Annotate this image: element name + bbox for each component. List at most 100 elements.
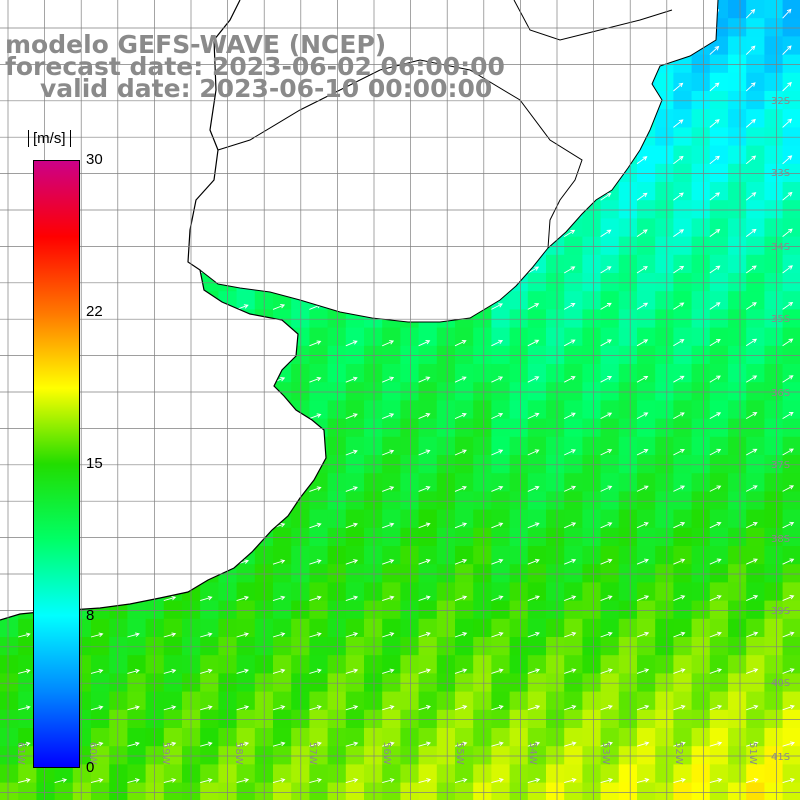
wind-speed-cell xyxy=(145,691,165,711)
wind-speed-cell xyxy=(728,691,747,711)
wind-speed-cell xyxy=(728,728,747,747)
wind-speed-cell xyxy=(345,473,365,492)
wind-speed-cell xyxy=(746,382,765,401)
wind-arrow xyxy=(527,303,540,310)
wind-speed-cell xyxy=(746,400,765,420)
wind-speed-cell xyxy=(618,709,638,729)
wind-speed-cell xyxy=(455,782,474,800)
wind-speed-cell xyxy=(582,782,602,800)
wind-speed-cell xyxy=(382,527,401,547)
wind-speed-cell xyxy=(236,655,256,674)
wind-speed-cell xyxy=(327,546,347,565)
wind-speed-cell xyxy=(455,455,474,474)
wind-speed-cell xyxy=(655,746,674,765)
wind-arrow xyxy=(382,413,395,420)
wind-speed-cell xyxy=(491,345,511,365)
wind-speed-cell xyxy=(728,218,747,238)
wind-speed-cell xyxy=(782,400,800,420)
wind-speed-cell xyxy=(382,673,401,693)
wind-speed-cell xyxy=(746,655,765,674)
wind-speed-cell xyxy=(364,327,383,347)
wind-arrow xyxy=(563,266,576,274)
wind-arrow xyxy=(200,778,213,784)
wind-speed-cell xyxy=(618,637,638,656)
wind-speed-cell xyxy=(746,18,765,37)
wind-speed-cell xyxy=(655,764,674,784)
wind-speed-cell xyxy=(236,637,256,656)
wind-speed-cell xyxy=(582,364,602,383)
wind-speed-cell xyxy=(564,364,583,383)
wind-speed-cell xyxy=(582,473,602,492)
wind-speed-cell xyxy=(509,291,529,310)
wind-speed-cell xyxy=(455,673,474,693)
wind-arrow xyxy=(600,704,613,711)
wind-speed-cell xyxy=(418,509,438,529)
wind-speed-cell xyxy=(345,527,365,547)
wind-speed-cell xyxy=(764,491,784,511)
wind-speed-cell xyxy=(618,273,638,292)
wind-speed-cell xyxy=(691,691,711,711)
wind-speed-cell xyxy=(54,782,74,800)
wind-speed-cell xyxy=(691,54,711,74)
wind-arrow xyxy=(345,522,358,529)
wind-speed-cell xyxy=(764,36,784,56)
wind-arrow xyxy=(382,449,395,456)
wind-speed-cell xyxy=(764,618,784,638)
wind-speed-cell xyxy=(345,364,365,383)
wind-speed-cell xyxy=(527,546,547,565)
wind-speed-cell xyxy=(582,291,602,310)
wind-speed-cell xyxy=(582,691,602,711)
wind-arrow xyxy=(782,228,793,237)
wind-speed-cell xyxy=(782,764,800,784)
wind-speed-cell xyxy=(127,728,147,747)
wind-speed-cell xyxy=(473,364,492,383)
wind-speed-cell xyxy=(637,273,656,292)
wind-speed-cell xyxy=(163,637,183,656)
wind-speed-cell xyxy=(709,218,729,238)
wind-speed-cell xyxy=(309,527,329,547)
wind-arrow xyxy=(454,485,467,492)
wind-arrow xyxy=(18,668,31,674)
wind-speed-cell xyxy=(709,127,729,147)
wind-speed-cell xyxy=(655,163,674,183)
wind-speed-cell xyxy=(655,691,674,711)
wind-speed-cell xyxy=(600,709,620,729)
wind-arrow xyxy=(564,778,577,784)
wind-speed-cell xyxy=(109,691,128,711)
wind-speed-cell xyxy=(637,473,656,492)
wind-speed-cell xyxy=(382,637,401,656)
wind-arrow xyxy=(673,412,685,419)
wind-speed-cell xyxy=(418,327,438,347)
wind-arrow xyxy=(600,302,612,310)
wind-speed-cell xyxy=(673,709,693,729)
wind-arrow xyxy=(454,449,467,456)
wind-speed-cell xyxy=(746,418,765,438)
wind-speed-cell xyxy=(236,764,256,784)
wind-speed-cell xyxy=(764,309,784,329)
wind-speed-cell xyxy=(673,345,693,365)
wind-arrow xyxy=(600,412,613,420)
wind-arrow xyxy=(564,631,577,638)
wind-arrow xyxy=(163,668,177,674)
wind-arrow xyxy=(90,778,104,784)
wind-speed-cell xyxy=(782,600,800,620)
wind-speed-cell xyxy=(527,764,547,784)
wind-speed-cell xyxy=(782,418,800,438)
wind-speed-cell xyxy=(691,527,711,547)
wind-speed-cell xyxy=(709,691,729,711)
wind-speed-cell xyxy=(455,364,474,383)
wind-speed-cell xyxy=(309,600,329,620)
wind-speed-cell xyxy=(546,527,565,547)
wind-arrow xyxy=(745,192,757,201)
wind-speed-cell xyxy=(509,382,529,401)
wind-speed-cell xyxy=(673,600,693,620)
wind-speed-cell xyxy=(473,709,492,729)
wind-arrow xyxy=(527,376,540,383)
wind-speed-cell xyxy=(436,709,456,729)
wind-arrow xyxy=(782,118,793,128)
wind-speed-cell xyxy=(400,418,420,438)
wind-speed-cell xyxy=(618,600,638,620)
wind-speed-cell xyxy=(728,109,747,128)
wind-speed-cell xyxy=(345,764,365,784)
wind-arrow xyxy=(636,631,650,638)
